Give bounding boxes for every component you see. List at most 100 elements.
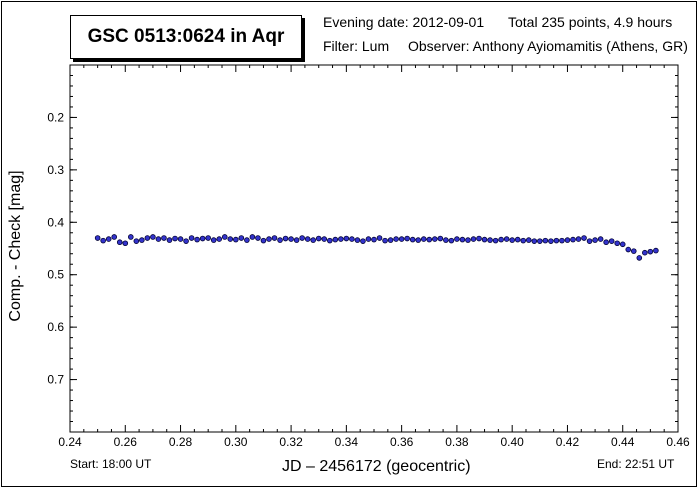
x-tick-label: 0.40 (501, 435, 525, 449)
data-point (116, 239, 123, 246)
data-point (177, 236, 184, 242)
data-point (260, 237, 267, 244)
data-point (382, 237, 388, 244)
x-tick-label: 0.26 (114, 435, 138, 449)
data-point (293, 237, 300, 243)
plot-area-border (69, 64, 679, 433)
data-point (420, 236, 427, 242)
y-tick-label: 0.5 (47, 268, 64, 282)
y-tick-label: 0.7 (47, 373, 64, 387)
data-point (465, 237, 471, 243)
data-point (525, 237, 532, 243)
x-tick-label: 0.46 (666, 435, 690, 449)
data-point (470, 236, 477, 242)
data-point (476, 235, 482, 242)
data-point (332, 236, 339, 243)
data-point (371, 236, 377, 243)
x-tick-label: 0.24 (58, 435, 82, 449)
data-point (487, 237, 493, 243)
x-tick-label: 0.38 (445, 435, 469, 449)
data-point (603, 239, 609, 246)
x-tick-label: 0.28 (169, 435, 193, 449)
y-tick-label: 0.2 (47, 110, 64, 124)
x-tick-label: 0.44 (611, 435, 635, 449)
data-point (537, 238, 543, 244)
data-point (575, 236, 582, 242)
x-tick-label: 0.34 (335, 435, 359, 449)
data-point (310, 237, 317, 243)
data-point (360, 238, 366, 244)
data-point (553, 237, 560, 244)
data-point (349, 236, 355, 242)
data-point (647, 248, 654, 255)
data-point (592, 237, 598, 243)
data-point (244, 237, 250, 243)
data-point (128, 234, 134, 240)
data-point (172, 235, 178, 242)
data-point (111, 234, 118, 240)
data-point (409, 236, 416, 243)
data-point (608, 238, 615, 244)
data-point (448, 237, 455, 244)
data-point (139, 237, 145, 243)
data-point (105, 236, 112, 242)
x-tick-label: 0.36 (390, 435, 414, 449)
data-point (492, 237, 499, 244)
chart-title: GSC 0513:0624 in Aqr (70, 15, 302, 59)
data-point (404, 235, 410, 242)
data-point (133, 238, 140, 244)
data-point (531, 238, 538, 244)
data-point (564, 237, 571, 243)
data-point (315, 235, 322, 242)
data-point (398, 236, 405, 242)
data-point (365, 236, 372, 242)
data-point (326, 237, 333, 244)
data-point (443, 237, 449, 243)
data-point (144, 235, 151, 241)
data-point (570, 236, 576, 243)
data-point (581, 235, 587, 241)
data-point (542, 237, 549, 244)
data-point (210, 237, 217, 243)
data-point (150, 234, 156, 240)
data-point (199, 235, 206, 242)
x-axis-label: JD – 2456172 (geocentric) (282, 458, 471, 475)
data-point (625, 246, 632, 253)
data-point (227, 236, 234, 242)
data-point (249, 234, 256, 240)
data-point (426, 236, 433, 243)
data-point (271, 235, 278, 241)
data-point (155, 236, 162, 242)
data-point (233, 236, 239, 243)
data-point (304, 236, 311, 242)
data-point (166, 237, 173, 243)
data-point (94, 235, 101, 241)
data-point (266, 236, 272, 242)
data-point (183, 238, 189, 244)
data-point (630, 248, 637, 254)
data-point (221, 234, 228, 240)
data-point (338, 236, 344, 242)
data-point (503, 236, 510, 242)
data-point (354, 237, 361, 243)
data-point (509, 237, 515, 243)
data-point (586, 238, 593, 244)
data-point (437, 235, 444, 242)
data-point (100, 237, 106, 244)
data-point (454, 236, 460, 242)
data-point (514, 236, 521, 243)
x-tick-label: 0.30 (224, 435, 248, 449)
data-point (343, 235, 350, 242)
data-point (520, 237, 527, 244)
y-tick-label: 0.3 (47, 163, 64, 177)
y-axis-label: Comp. - Check [mag] (7, 170, 24, 322)
data-point (282, 235, 289, 242)
x-tick-label: 0.42 (556, 435, 580, 449)
data-point (288, 236, 294, 242)
data-point (238, 235, 245, 241)
data-point (653, 247, 659, 254)
data-point (376, 235, 383, 241)
data-point (498, 236, 504, 243)
